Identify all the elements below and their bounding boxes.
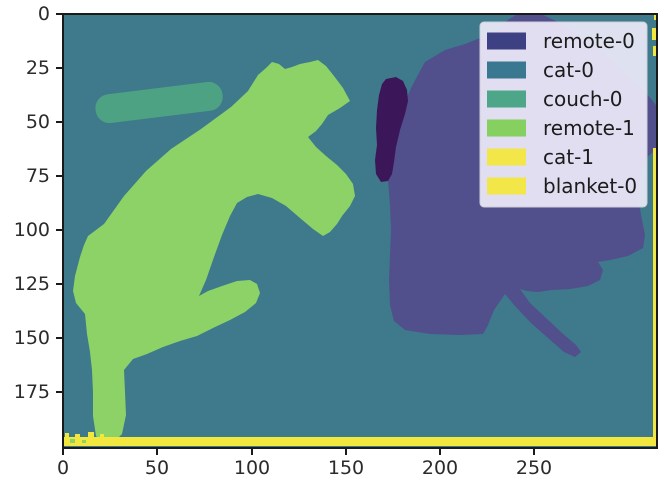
y-tick-label: 175 [14,381,50,403]
x-tick-label: 250 [516,457,552,479]
mask-remote-1-speck [82,440,86,443]
mask-blanket-0-jag [100,434,104,438]
y-tick-label: 100 [14,219,50,241]
legend-label-remote-0: remote-0 [543,29,635,53]
mask-remote-0-dark-blob [375,77,408,182]
legend-swatch-couch-0 [487,90,526,108]
mask-remote-1-green-cat [73,60,355,444]
x-tick-label: 50 [145,457,169,479]
y-tick-label: 125 [14,273,50,295]
legend-labels: remote-0 cat-0 couch-0 remote-1 cat-1 bl… [543,29,637,198]
y-tick-label: 0 [38,3,50,25]
legend-label-remote-1: remote-1 [543,116,635,140]
y-tick-label: 75 [26,165,50,187]
legend-label-cat-0: cat-0 [543,58,594,82]
legend-swatch-cat-0 [487,61,526,79]
mask-blanket-0-jag [75,434,80,438]
y-tick-label: 50 [26,111,50,133]
mask-cat-1-dash [654,14,657,20]
x-tick-label: 150 [328,457,364,479]
mask-remote-1-speck [70,439,75,443]
legend-swatch-cat-1 [487,148,526,166]
tick-marks [56,13,535,455]
legend-swatch-remote-1 [487,119,526,137]
x-tick-label: 200 [422,457,458,479]
y-tick-label: 150 [14,327,50,349]
x-tick-labels: 0 50 100 150 200 250 [57,457,552,479]
mask-cat-1-dash [652,28,656,40]
y-tick-labels: 0 25 50 75 100 125 150 175 [14,3,50,403]
mask-blanket-0-strip [63,437,657,446]
mask-couch-0 [95,81,223,124]
x-tick-label: 100 [234,457,270,479]
legend-label-couch-0: couch-0 [543,87,623,111]
mask-cat-1-dash [653,46,656,56]
legend-swatch-remote-0 [487,32,526,50]
legend-label-cat-1: cat-1 [543,145,594,169]
legend-border [479,21,648,208]
mask-cat-1-edge-sliver [653,148,657,437]
mask-blanket-0-jag [65,433,69,438]
legend-label-blanket-0: blanket-0 [543,174,637,198]
legend-swatch-blanket-0 [487,177,526,195]
x-tick-label: 0 [57,457,69,479]
y-tick-label: 25 [26,57,50,79]
legend: remote-0 cat-0 couch-0 remote-1 cat-1 bl… [479,21,648,208]
mask-blanket-0-jag [88,432,94,438]
